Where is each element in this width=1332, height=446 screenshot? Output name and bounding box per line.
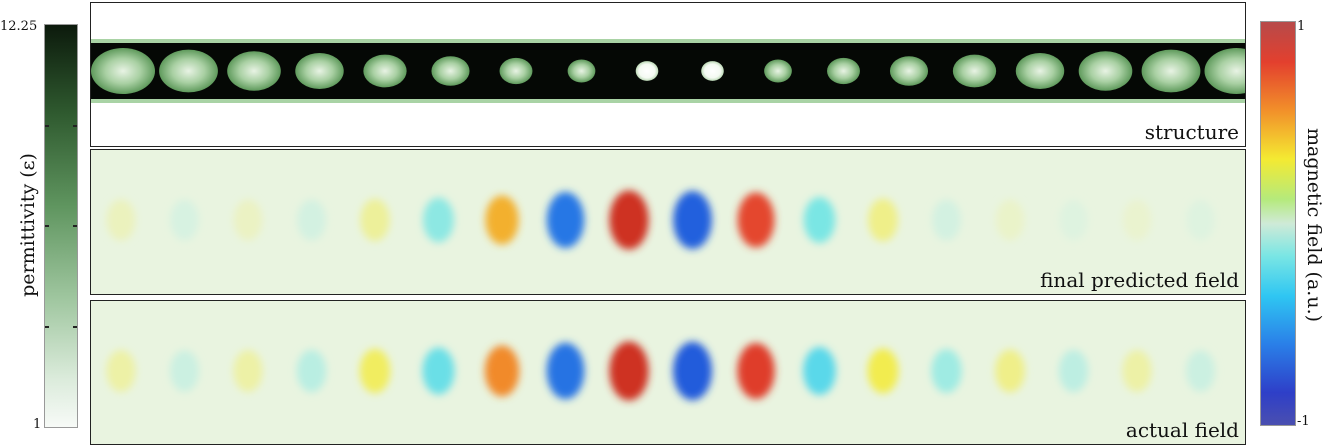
- field-lobe: [233, 199, 263, 241]
- field-lobe: [803, 197, 836, 243]
- structure-panel: structure: [90, 2, 1246, 147]
- field-lobe: [106, 350, 136, 392]
- waveguide-hole: [1204, 48, 1245, 94]
- field-lobe: [995, 199, 1025, 241]
- colorbar-tick: [73, 326, 77, 328]
- permittivity-min-label: 1: [33, 417, 42, 432]
- waveguide-hole: [159, 49, 218, 93]
- actual-field-image: [106, 341, 1215, 401]
- field-lobe: [422, 347, 455, 395]
- predicted-field-panel: final predicted field: [90, 149, 1246, 295]
- field-lobe: [868, 198, 898, 242]
- field-lobe: [170, 350, 199, 392]
- waveguide-hole: [1078, 51, 1133, 91]
- field-lobe: [484, 345, 520, 397]
- field-lobe: [485, 195, 519, 245]
- waveguide-hole: [635, 61, 659, 81]
- colorbar-tick: [73, 125, 77, 127]
- waveguide-hole: [952, 54, 997, 88]
- field-lobe: [546, 192, 585, 248]
- waveguide-hole: [889, 56, 929, 86]
- field-lobe: [106, 199, 136, 241]
- field-lobe: [1186, 199, 1215, 241]
- field-lobe: [867, 348, 899, 394]
- colorbar-tick: [45, 225, 49, 227]
- actual-field-panel: actual field: [90, 300, 1246, 445]
- magnetic-field-colorbar: [1260, 21, 1296, 426]
- field-lobe: [297, 199, 326, 241]
- waveguide-hole: [701, 61, 724, 81]
- colorbar-tick: [45, 125, 49, 127]
- permittivity-max-label: 12.25: [0, 19, 38, 34]
- field-lobe: [1059, 199, 1088, 241]
- permittivity-axis-title: permittivity (ε): [17, 153, 39, 297]
- field-lobe: [296, 349, 327, 393]
- field-lobe: [1186, 350, 1215, 392]
- magnetic-max-label: 1: [1297, 19, 1306, 34]
- waveguide-hole: [363, 54, 407, 88]
- field-lobe: [1058, 349, 1089, 393]
- field-lobe: [1122, 199, 1152, 241]
- structure-label: structure: [1144, 120, 1239, 144]
- waveguide-hole: [764, 59, 792, 83]
- field-lobe: [672, 341, 713, 401]
- predicted-field-label: final predicted field: [1040, 268, 1239, 292]
- field-lobe: [170, 199, 199, 241]
- waveguide-hole: [431, 56, 470, 86]
- waveguide-hole: [499, 57, 533, 85]
- field-lobe: [233, 350, 263, 392]
- predicted-field-image: [106, 190, 1215, 250]
- waveguide-hole: [1015, 52, 1065, 90]
- waveguide-hole: [827, 57, 860, 85]
- field-lobe: [1122, 350, 1152, 392]
- colorbar-tick: [73, 225, 77, 227]
- waveguide-hole: [567, 59, 596, 83]
- field-lobe: [359, 348, 391, 394]
- waveguide-hole: [91, 48, 155, 94]
- field-lobe: [360, 198, 390, 242]
- magnetic-axis-title: magnetic field (a.u.): [1303, 127, 1325, 323]
- field-lobe: [932, 199, 961, 241]
- permittivity-colorbar: [44, 24, 78, 428]
- structure-image: [91, 39, 1245, 103]
- waveguide-hole: [227, 51, 281, 91]
- field-lobe: [803, 347, 836, 395]
- field-lobe: [546, 342, 585, 400]
- colorbar-tick: [45, 326, 49, 328]
- waveguide-hole: [295, 52, 344, 90]
- field-lobe: [931, 349, 962, 393]
- field-lobe: [609, 341, 649, 401]
- field-lobe: [673, 191, 712, 249]
- field-lobe: [737, 192, 775, 248]
- field-lobe: [609, 190, 649, 250]
- actual-field-label: actual field: [1125, 418, 1239, 442]
- magnetic-min-label: -1: [1297, 414, 1310, 429]
- field-lobe: [995, 349, 1025, 393]
- field-lobe: [423, 197, 454, 243]
- field-lobe: [737, 343, 775, 399]
- waveguide-hole: [1141, 49, 1201, 93]
